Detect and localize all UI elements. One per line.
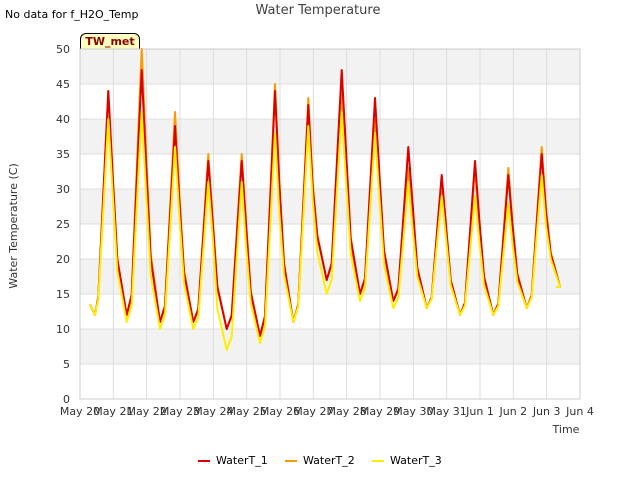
x-tick-label: May 21 xyxy=(93,405,133,418)
series-line-watert_3 xyxy=(89,111,561,351)
x-tick-label: May 25 xyxy=(227,405,267,418)
y-axis-ticks: 0 5 10 15 20 25 30 35 40 45 50 xyxy=(56,43,70,406)
y-tick-label: 35 xyxy=(56,148,70,161)
background-band xyxy=(80,329,580,364)
x-tick-label: May 26 xyxy=(260,405,300,418)
x-tick-label: May 24 xyxy=(193,405,233,418)
legend-label: WaterT_3 xyxy=(390,454,442,467)
legend-swatch xyxy=(198,460,210,462)
x-tick-label: May 20 xyxy=(60,405,100,418)
y-tick-label: 5 xyxy=(63,358,70,371)
background-band xyxy=(80,189,580,224)
y-tick-label: 10 xyxy=(56,323,70,336)
x-tick-label: May 31 xyxy=(427,405,467,418)
y-tick-label: 45 xyxy=(56,78,70,91)
x-tick-label: Jun 2 xyxy=(498,405,527,418)
x-tick-label: Jun 1 xyxy=(465,405,494,418)
background-band xyxy=(80,49,580,84)
x-axis-label: Time xyxy=(552,423,580,436)
plot-frame xyxy=(79,48,581,400)
x-tick-label: May 22 xyxy=(127,405,167,418)
background-bands xyxy=(80,49,580,364)
background-band xyxy=(80,119,580,154)
x-tick-label: May 27 xyxy=(293,405,333,418)
legend-label: WaterT_2 xyxy=(303,454,355,467)
y-tick-label: 25 xyxy=(56,218,70,231)
y-tick-label: 15 xyxy=(56,288,70,301)
y-tick-label: 0 xyxy=(63,393,70,406)
legend-label: WaterT_1 xyxy=(216,454,268,467)
no-data-note: No data for f_H2O_Temp xyxy=(5,8,139,21)
x-tick-label: Jun 3 xyxy=(532,405,561,418)
background-band xyxy=(80,259,580,294)
y-tick-label: 30 xyxy=(56,183,70,196)
y-axis-label: Water Temperature (C) xyxy=(7,163,20,288)
x-tick-label: May 28 xyxy=(327,405,367,418)
series-layer xyxy=(89,48,561,351)
x-tick-label: May 23 xyxy=(160,405,200,418)
legend-swatch xyxy=(285,460,297,462)
legend-swatch xyxy=(372,460,384,462)
chart-legend: WaterT_1 WaterT_2 WaterT_3 xyxy=(0,454,640,468)
y-tick-label: 20 xyxy=(56,253,70,266)
chart-title: Water Temperature xyxy=(256,3,381,18)
y-tick-label: 50 xyxy=(56,43,70,56)
y-tick-label: 40 xyxy=(56,113,70,126)
x-tick-label: Jun 4 xyxy=(565,405,594,418)
x-tick-label: May 30 xyxy=(393,405,433,418)
x-tick-label: May 29 xyxy=(360,405,400,418)
